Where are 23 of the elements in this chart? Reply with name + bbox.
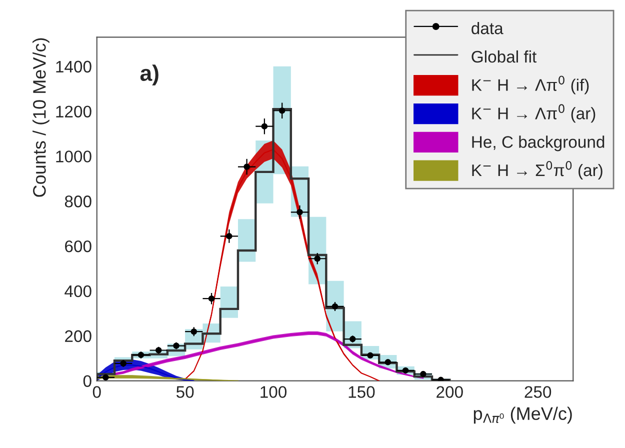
x-tick-label: 0 [92,386,101,398]
legend-label: Global fit [472,50,537,63]
x-tick-label: 100 [260,386,287,398]
y-tick-label: 1000 [56,150,92,162]
x-tick-label: 150 [348,386,375,398]
y-tick-label: 0 [83,375,92,388]
legend-label: K$^{−}$ H → Σ$^{0}$π$^{0}$ (ar) [472,160,602,180]
annotation: a) [140,64,158,86]
y-tick-label: 1400 [56,60,92,73]
x-axis-title: p$_{Λπ⁰}$ (MeV/c) [474,406,572,424]
y-tick-label: 400 [64,285,92,298]
y-tick-label: 1200 [56,106,92,118]
y-tick-label: 800 [64,196,92,208]
legend-label: K$^{−}$ H → Λπ$^{0}$ (if) [472,76,589,94]
y-tick-label: 200 [65,330,92,342]
y-axis-title: Counts / (10 MeV/c) [32,38,50,197]
x-tick-label: 200 [436,386,463,398]
x-tick-label: 50 [176,386,194,398]
y-tick-label: 600 [65,240,92,252]
x-tick-label: 250 [524,386,552,398]
legend-label: K$^{−}$ H → Λπ$^{0}$ (ar) [472,104,596,123]
legend-label: data [472,22,504,34]
legend-label: He, C background [472,136,604,152]
